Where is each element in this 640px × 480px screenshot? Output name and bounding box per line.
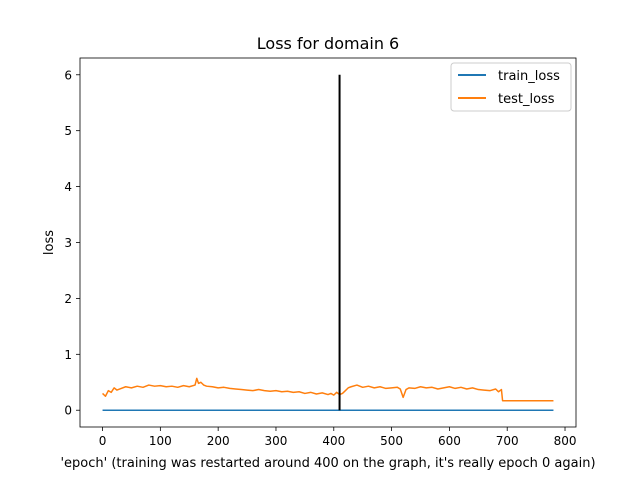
legend: train_loss test_loss <box>450 62 572 112</box>
y-tick-label: 3 <box>64 236 72 250</box>
y-tick-label: 4 <box>64 180 72 194</box>
plot-frame <box>79 57 577 428</box>
legend-label-train-loss: train_loss <box>498 69 560 84</box>
x-tick-label: 700 <box>496 434 519 448</box>
x-tick-label: 100 <box>149 434 172 448</box>
y-tick-label: 0 <box>64 404 72 418</box>
y-tick-label: 1 <box>64 348 72 362</box>
x-axis-label: 'epoch' (training was restarted around 4… <box>60 456 595 471</box>
x-tick-label: 400 <box>322 434 345 448</box>
y-axis-label: loss <box>42 230 57 255</box>
y-axis-ticks: 0 1 2 3 4 5 6 <box>64 68 80 418</box>
x-tick-label: 800 <box>554 434 577 448</box>
y-tick-label: 5 <box>64 124 72 138</box>
y-tick-label: 2 <box>64 292 72 306</box>
x-tick-label: 0 <box>99 434 107 448</box>
x-tick-label: 200 <box>207 434 230 448</box>
chart-title: Loss for domain 6 <box>257 34 399 53</box>
y-tick-label: 6 <box>64 68 72 82</box>
x-axis-ticks: 0 100 200 300 400 500 600 700 800 <box>99 427 577 448</box>
legend-label-test-loss: test_loss <box>498 92 555 107</box>
x-tick-label: 500 <box>380 434 403 448</box>
series-layer <box>102 377 554 411</box>
series-line-test-loss <box>102 377 554 402</box>
x-tick-label: 600 <box>438 434 461 448</box>
x-tick-label: 300 <box>265 434 288 448</box>
